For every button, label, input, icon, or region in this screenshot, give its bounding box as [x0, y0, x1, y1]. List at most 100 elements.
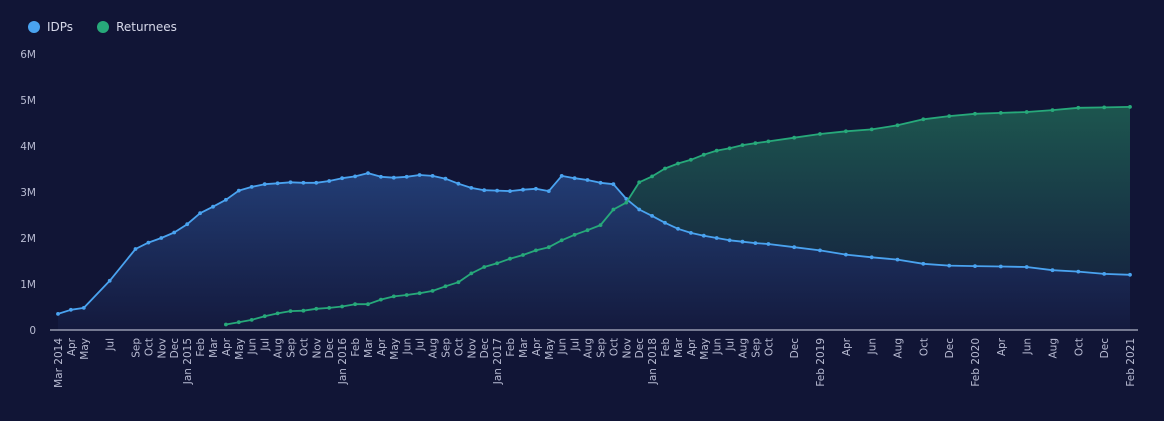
- data-point-returnees: [792, 135, 797, 140]
- x-tick-label: Oct: [453, 338, 465, 356]
- x-tick-label: Feb: [660, 338, 672, 357]
- x-tick-label: Oct: [1073, 338, 1085, 356]
- data-point-idps: [417, 173, 422, 177]
- data-point-idps: [146, 240, 151, 245]
- y-tick-label: 0: [29, 325, 36, 337]
- data-point-returnees: [766, 139, 771, 144]
- x-tick-label: Apr: [66, 337, 78, 356]
- x-tick-label: Dec: [634, 338, 646, 359]
- legend-item-returnees[interactable]: Returnees: [97, 20, 177, 34]
- data-point-returnees: [340, 304, 344, 309]
- x-tick-label: Sep: [596, 338, 608, 358]
- data-point-idps: [753, 241, 758, 246]
- area-idps: [58, 173, 1130, 330]
- data-point-idps: [663, 220, 667, 225]
- data-point-returnees: [456, 280, 461, 285]
- data-point-idps: [236, 188, 241, 193]
- x-tick-label: Dec: [479, 338, 491, 359]
- x-tick-label: Dec: [944, 338, 956, 359]
- data-point-returnees: [327, 306, 332, 310]
- x-tick-label: Sep: [286, 338, 298, 358]
- legend-marker-returnees: [97, 21, 110, 33]
- legend: IDPs Returnees: [28, 20, 177, 34]
- data-point-returnees: [301, 308, 306, 313]
- x-tick-label: Aug: [273, 338, 285, 359]
- data-point-returnees: [353, 302, 357, 307]
- x-tick-label: Apr: [221, 337, 233, 356]
- data-point-idps: [495, 188, 499, 193]
- data-point-returnees: [482, 265, 487, 269]
- data-point-returnees: [534, 248, 538, 253]
- x-tick-label: May: [544, 338, 556, 360]
- x-tick-label: Jul: [260, 338, 272, 352]
- data-point-idps: [224, 197, 228, 202]
- data-point-idps: [327, 179, 332, 183]
- x-tick-label: Mar: [518, 337, 530, 357]
- legend-label-idps: IDPs: [47, 20, 74, 34]
- x-tick-label: Aug: [428, 338, 440, 359]
- data-point-returnees: [676, 161, 680, 166]
- data-point-returnees: [224, 322, 228, 327]
- x-tick-label: Oct: [763, 338, 775, 356]
- data-point-idps: [81, 306, 86, 310]
- data-point-idps: [1128, 272, 1132, 277]
- data-point-idps: [56, 312, 60, 316]
- x-tick-label: Sep: [131, 338, 143, 358]
- data-point-idps: [482, 188, 487, 193]
- data-point-idps: [559, 174, 564, 178]
- x-tick-label: Feb: [195, 338, 207, 357]
- data-point-returnees: [869, 127, 874, 132]
- x-tick-label: Jan 2018: [647, 338, 659, 385]
- data-point-returnees: [921, 117, 926, 122]
- y-tick-label: 2M: [20, 233, 36, 245]
- data-point-idps: [211, 204, 215, 209]
- data-point-idps: [340, 176, 344, 181]
- x-tick-label: May: [234, 338, 246, 360]
- data-point-returnees: [495, 261, 499, 266]
- legend-item-idps[interactable]: IDPs: [28, 20, 73, 34]
- x-tick-label: Aug: [893, 338, 905, 359]
- data-point-idps: [650, 214, 654, 218]
- x-tick-label: Dec: [324, 338, 336, 359]
- data-point-returnees: [727, 146, 732, 151]
- data-point-returnees: [895, 123, 900, 128]
- y-tick-label: 5M: [20, 95, 36, 107]
- x-tick-label: Apr: [996, 337, 1008, 356]
- y-tick-label: 3M: [20, 187, 36, 199]
- data-point-returnees: [611, 207, 616, 212]
- x-tick-label: Nov: [156, 338, 168, 359]
- data-point-idps: [275, 181, 280, 186]
- data-point-idps: [637, 207, 642, 212]
- data-point-returnees: [391, 294, 396, 299]
- x-tick-label: Oct: [298, 338, 310, 356]
- x-tick-label: May: [389, 338, 401, 360]
- data-point-returnees: [585, 228, 590, 233]
- x-tick-label: Jul: [725, 338, 737, 352]
- x-tick-label: Jan 2015: [182, 338, 194, 385]
- data-point-returnees: [521, 253, 525, 257]
- x-tick-label: Aug: [1048, 338, 1060, 359]
- data-point-idps: [314, 180, 319, 185]
- data-point-returnees: [973, 111, 977, 116]
- data-point-idps: [1024, 265, 1029, 269]
- data-point-idps: [301, 180, 306, 185]
- data-point-idps: [766, 242, 771, 246]
- x-tick-label: Apr: [531, 337, 543, 356]
- data-point-idps: [379, 174, 383, 179]
- x-tick-label: Apr: [686, 337, 698, 356]
- x-tick-label: Jun: [867, 338, 879, 355]
- data-point-idps: [404, 174, 409, 179]
- data-point-returnees: [430, 289, 435, 293]
- data-point-idps: [107, 278, 112, 283]
- x-tick-label: Jan 2016: [337, 338, 349, 386]
- x-tick-label: Aug: [583, 338, 595, 359]
- x-tick-label: Feb 2021: [1125, 338, 1137, 387]
- data-point-idps: [172, 230, 177, 235]
- x-tick-label: Jun: [712, 338, 724, 355]
- x-tick-label: Feb 2019: [815, 338, 827, 387]
- data-point-returnees: [275, 311, 280, 316]
- data-point-returnees: [689, 157, 693, 162]
- data-point-idps: [689, 231, 693, 235]
- data-point-idps: [69, 307, 73, 312]
